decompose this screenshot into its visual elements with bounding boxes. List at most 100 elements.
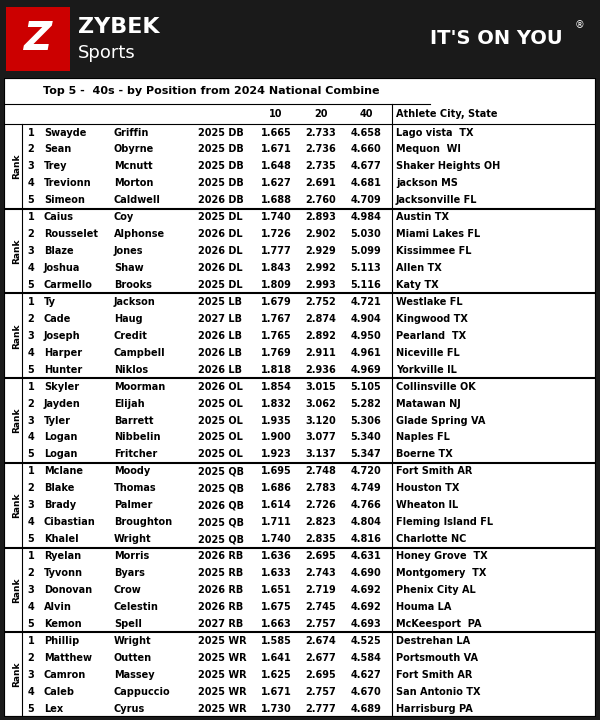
Text: 1.923: 1.923 bbox=[260, 449, 292, 459]
Text: Alvin: Alvin bbox=[44, 602, 72, 612]
Text: Byars: Byars bbox=[114, 568, 145, 578]
Text: Alphonse: Alphonse bbox=[114, 229, 165, 239]
Text: Joshua: Joshua bbox=[44, 263, 80, 273]
Text: 3.137: 3.137 bbox=[305, 449, 337, 459]
Text: Coy: Coy bbox=[114, 212, 134, 222]
Text: 2.874: 2.874 bbox=[305, 314, 337, 324]
Text: McKeesport  PA: McKeesport PA bbox=[396, 618, 482, 629]
Text: 2025 LB: 2025 LB bbox=[198, 297, 242, 307]
Text: 4: 4 bbox=[28, 517, 34, 527]
Text: Phillip: Phillip bbox=[44, 636, 79, 646]
Text: 3: 3 bbox=[28, 246, 34, 256]
Text: Jayden: Jayden bbox=[44, 399, 81, 408]
Text: Thomas: Thomas bbox=[114, 483, 157, 493]
Text: 4.692: 4.692 bbox=[350, 585, 382, 595]
Text: 2.892: 2.892 bbox=[305, 330, 337, 341]
Text: Z: Z bbox=[24, 20, 52, 58]
Text: Nibbelin: Nibbelin bbox=[114, 433, 161, 443]
Text: 2026 DL: 2026 DL bbox=[198, 229, 242, 239]
Text: 3: 3 bbox=[28, 500, 34, 510]
Text: Brooks: Brooks bbox=[114, 280, 152, 290]
Text: Mequon  WI: Mequon WI bbox=[396, 145, 461, 155]
Text: Elijah: Elijah bbox=[114, 399, 145, 408]
Text: 5: 5 bbox=[28, 618, 34, 629]
Text: 2.695: 2.695 bbox=[305, 670, 337, 680]
Text: 2025 OL: 2025 OL bbox=[198, 399, 243, 408]
Text: 4.766: 4.766 bbox=[350, 500, 382, 510]
Text: 5.099: 5.099 bbox=[350, 246, 382, 256]
Text: Naples FL: Naples FL bbox=[396, 433, 450, 443]
Text: 4.689: 4.689 bbox=[350, 703, 382, 714]
Text: 1.641: 1.641 bbox=[260, 653, 292, 662]
Text: 2.757: 2.757 bbox=[305, 687, 337, 696]
Text: Rank: Rank bbox=[13, 238, 22, 264]
Bar bbox=[6, 7, 70, 71]
Text: 3: 3 bbox=[28, 670, 34, 680]
Text: 4.720: 4.720 bbox=[350, 467, 382, 477]
Text: Logan: Logan bbox=[44, 433, 77, 443]
Text: 2025 DB: 2025 DB bbox=[198, 179, 244, 189]
Text: Fort Smith AR: Fort Smith AR bbox=[396, 467, 472, 477]
Text: 1.614: 1.614 bbox=[260, 500, 292, 510]
Text: 2: 2 bbox=[28, 483, 34, 493]
Text: 4.693: 4.693 bbox=[350, 618, 382, 629]
Text: Rank: Rank bbox=[13, 492, 22, 518]
Text: 4.969: 4.969 bbox=[350, 365, 382, 374]
Text: 2: 2 bbox=[28, 653, 34, 662]
Text: 4.627: 4.627 bbox=[350, 670, 382, 680]
Text: Cyrus: Cyrus bbox=[114, 703, 145, 714]
Text: Kemon: Kemon bbox=[44, 618, 82, 629]
Text: Donovan: Donovan bbox=[44, 585, 92, 595]
Text: 4.670: 4.670 bbox=[350, 687, 382, 696]
Text: 4.631: 4.631 bbox=[350, 551, 382, 561]
Text: 2.936: 2.936 bbox=[305, 365, 337, 374]
Text: 1.767: 1.767 bbox=[260, 314, 292, 324]
Text: 2.902: 2.902 bbox=[305, 229, 337, 239]
Text: Harper: Harper bbox=[44, 348, 82, 358]
Text: 2025 QB: 2025 QB bbox=[198, 467, 244, 477]
Text: Blaze: Blaze bbox=[44, 246, 74, 256]
Text: Miami Lakes FL: Miami Lakes FL bbox=[396, 229, 480, 239]
Text: Rank: Rank bbox=[13, 662, 22, 688]
Text: Tyvonn: Tyvonn bbox=[44, 568, 83, 578]
Text: 2.743: 2.743 bbox=[305, 568, 337, 578]
Text: Athlete City, State: Athlete City, State bbox=[396, 109, 497, 119]
Text: Fort Smith AR: Fort Smith AR bbox=[396, 670, 472, 680]
Text: Charlotte NC: Charlotte NC bbox=[396, 534, 466, 544]
Text: 4.660: 4.660 bbox=[350, 145, 382, 155]
Text: 1.740: 1.740 bbox=[260, 212, 292, 222]
Text: Pearland  TX: Pearland TX bbox=[396, 330, 466, 341]
Text: 4.525: 4.525 bbox=[350, 636, 382, 646]
Text: 5: 5 bbox=[28, 534, 34, 544]
Text: 1.648: 1.648 bbox=[260, 161, 292, 171]
Text: 5.113: 5.113 bbox=[350, 263, 382, 273]
Text: 4.950: 4.950 bbox=[350, 330, 382, 341]
Text: 1: 1 bbox=[28, 297, 34, 307]
Text: 1.636: 1.636 bbox=[260, 551, 292, 561]
Text: 4: 4 bbox=[28, 179, 34, 189]
Text: Rank: Rank bbox=[13, 323, 22, 348]
Text: 4.804: 4.804 bbox=[350, 517, 382, 527]
Text: 2025 WR: 2025 WR bbox=[198, 636, 247, 646]
Text: Khalel: Khalel bbox=[44, 534, 79, 544]
Text: IT'S ON YOU: IT'S ON YOU bbox=[430, 30, 563, 48]
Text: 2.748: 2.748 bbox=[305, 467, 337, 477]
Text: 2.695: 2.695 bbox=[305, 551, 337, 561]
Text: 1.726: 1.726 bbox=[260, 229, 292, 239]
Text: 2.929: 2.929 bbox=[305, 246, 337, 256]
Text: 3.077: 3.077 bbox=[305, 433, 337, 443]
Text: 2.992: 2.992 bbox=[305, 263, 337, 273]
Text: 2.691: 2.691 bbox=[305, 179, 337, 189]
Text: Montgomery  TX: Montgomery TX bbox=[396, 568, 487, 578]
Text: 2.823: 2.823 bbox=[305, 517, 337, 527]
Text: Collinsville OK: Collinsville OK bbox=[396, 382, 476, 392]
Text: 2026 DL: 2026 DL bbox=[198, 246, 242, 256]
Text: Cibastian: Cibastian bbox=[44, 517, 96, 527]
Text: Niklos: Niklos bbox=[114, 365, 148, 374]
Text: 2.760: 2.760 bbox=[305, 195, 337, 205]
Text: 2026 RB: 2026 RB bbox=[198, 551, 243, 561]
Text: 2026 DL: 2026 DL bbox=[198, 263, 242, 273]
Text: 1.675: 1.675 bbox=[260, 602, 292, 612]
Text: Moody: Moody bbox=[114, 467, 150, 477]
Text: Massey: Massey bbox=[114, 670, 155, 680]
